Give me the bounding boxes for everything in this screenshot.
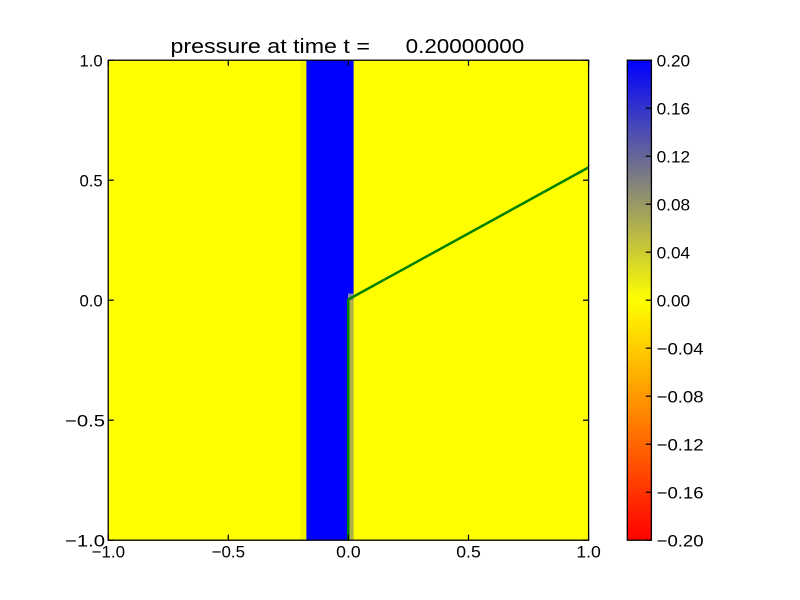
svg-text:−0.20: −0.20 xyxy=(657,531,704,550)
svg-text:−0.5: −0.5 xyxy=(65,411,105,430)
svg-text:0.08: 0.08 xyxy=(657,195,691,214)
svg-text:0.04: 0.04 xyxy=(657,243,691,262)
svg-text:−0.16: −0.16 xyxy=(657,483,704,502)
svg-text:−1.0: −1.0 xyxy=(92,543,125,562)
svg-text:0.5: 0.5 xyxy=(456,543,481,562)
svg-text:0.16: 0.16 xyxy=(657,99,691,118)
svg-text:0.20000000: 0.20000000 xyxy=(406,36,525,58)
svg-text:0.20: 0.20 xyxy=(657,51,691,70)
svg-text:−0.08: −0.08 xyxy=(657,387,704,406)
svg-text:0.0: 0.0 xyxy=(79,291,102,310)
svg-text:pressure at time t =: pressure at time t = xyxy=(171,36,370,58)
svg-text:−1.0: −1.0 xyxy=(65,531,105,550)
svg-text:0.0: 0.0 xyxy=(336,543,361,562)
svg-text:−0.5: −0.5 xyxy=(212,543,245,562)
svg-text:−0.12: −0.12 xyxy=(657,435,704,454)
svg-text:0.00: 0.00 xyxy=(657,291,691,310)
svg-text:1.0: 1.0 xyxy=(576,543,601,562)
svg-text:0.5: 0.5 xyxy=(79,171,102,190)
svg-text:0.12: 0.12 xyxy=(657,147,691,166)
svg-text:−0.04: −0.04 xyxy=(657,339,704,358)
svg-text:1.0: 1.0 xyxy=(79,51,102,70)
